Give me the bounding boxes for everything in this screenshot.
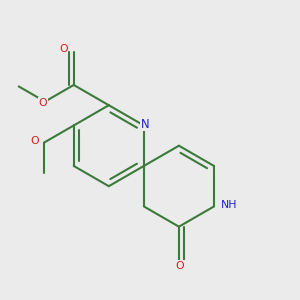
Text: O: O [39,98,47,108]
Text: O: O [59,44,68,54]
Text: N: N [141,118,149,131]
Text: NH: NH [221,200,237,210]
Text: O: O [176,261,184,271]
Text: O: O [30,136,39,146]
